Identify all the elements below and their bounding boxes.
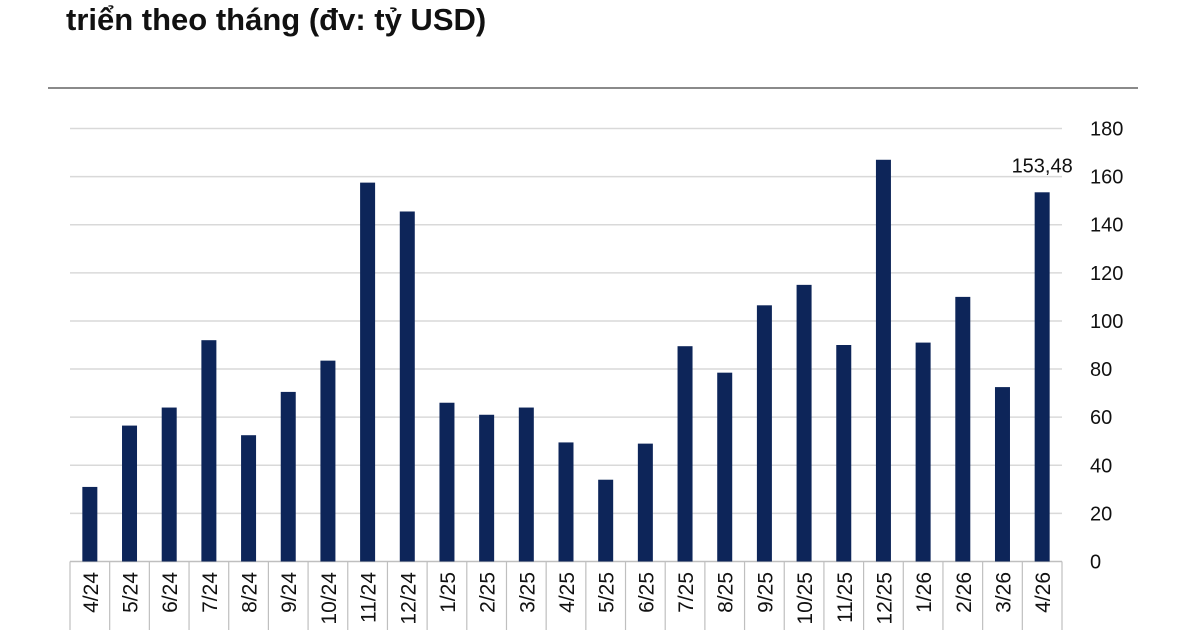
bar bbox=[1034, 192, 1050, 562]
bar bbox=[756, 305, 772, 562]
x-tick-label: 2/25 bbox=[477, 572, 500, 613]
y-tick-label: 180 bbox=[1090, 119, 1123, 141]
x-tick-label: 2/26 bbox=[953, 572, 976, 613]
bar bbox=[518, 407, 534, 562]
x-tick-label: 10/25 bbox=[794, 572, 817, 625]
bar bbox=[598, 479, 614, 562]
data-label: 153,48 bbox=[1012, 155, 1073, 177]
x-tick-label: 8/24 bbox=[239, 572, 262, 613]
bar bbox=[677, 346, 693, 562]
x-tick-label: 5/24 bbox=[120, 572, 143, 613]
y-tick-label: 120 bbox=[1090, 263, 1123, 285]
y-tick-label: 20 bbox=[1090, 503, 1112, 525]
bar bbox=[201, 340, 217, 562]
x-tick-label: 11/24 bbox=[358, 572, 381, 623]
bar bbox=[558, 442, 574, 562]
x-tick-label: 12/25 bbox=[873, 572, 896, 625]
x-tick-label: 9/25 bbox=[754, 572, 777, 613]
bar bbox=[161, 407, 177, 562]
bar bbox=[122, 425, 138, 562]
x-tick-label: 10/24 bbox=[318, 572, 341, 625]
y-tick-label: 80 bbox=[1090, 359, 1112, 381]
x-tick-label: 9/24 bbox=[278, 572, 301, 613]
bar bbox=[479, 414, 495, 562]
y-tick-label: 140 bbox=[1090, 215, 1123, 237]
y-tick-label: 60 bbox=[1090, 407, 1112, 429]
y-tick-label: 160 bbox=[1090, 167, 1123, 189]
y-tick-label: 0 bbox=[1090, 552, 1101, 574]
x-tick-label: 3/26 bbox=[992, 572, 1015, 613]
bar bbox=[637, 443, 653, 562]
bar bbox=[836, 345, 852, 562]
x-tick-label: 6/25 bbox=[635, 572, 658, 613]
chart-title: triển theo tháng (đv: tỷ USD) bbox=[66, 2, 487, 37]
x-tick-label: 12/24 bbox=[397, 572, 420, 625]
bar bbox=[875, 159, 891, 562]
x-tick-label: 7/24 bbox=[199, 572, 222, 613]
y-tick-label: 100 bbox=[1090, 311, 1123, 333]
bar bbox=[717, 372, 733, 562]
bar bbox=[280, 391, 296, 562]
bar bbox=[82, 486, 98, 562]
x-tick-label: 7/25 bbox=[675, 572, 698, 613]
bar bbox=[955, 296, 971, 562]
x-tick-label: 1/26 bbox=[913, 572, 936, 613]
bar bbox=[994, 387, 1010, 562]
bar bbox=[439, 402, 455, 562]
x-tick-label: 4/25 bbox=[556, 572, 579, 613]
bar bbox=[320, 360, 336, 562]
bar bbox=[915, 342, 931, 562]
x-tick-label: 1/25 bbox=[437, 572, 460, 613]
x-tick-label: 4/24 bbox=[80, 572, 103, 613]
x-tick-label: 3/25 bbox=[516, 572, 539, 613]
x-tick-label: 5/25 bbox=[596, 572, 619, 613]
x-tick-label: 4/26 bbox=[1032, 572, 1055, 613]
bar bbox=[796, 284, 812, 562]
x-tick-label: 6/24 bbox=[159, 572, 182, 613]
title-divider bbox=[48, 87, 1138, 89]
y-tick-label: 40 bbox=[1090, 455, 1112, 477]
x-tick-label: 8/25 bbox=[715, 572, 738, 613]
x-tick-label: 11/25 bbox=[834, 572, 857, 623]
bar bbox=[360, 182, 376, 562]
bar bbox=[399, 211, 415, 562]
bar bbox=[241, 435, 257, 562]
